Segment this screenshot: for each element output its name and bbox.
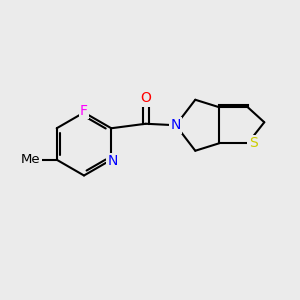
Text: N: N [171, 118, 181, 132]
Text: O: O [140, 91, 151, 105]
Text: Me: Me [21, 153, 40, 166]
Text: S: S [249, 136, 258, 150]
Text: N: N [108, 154, 118, 168]
Text: F: F [80, 104, 88, 118]
